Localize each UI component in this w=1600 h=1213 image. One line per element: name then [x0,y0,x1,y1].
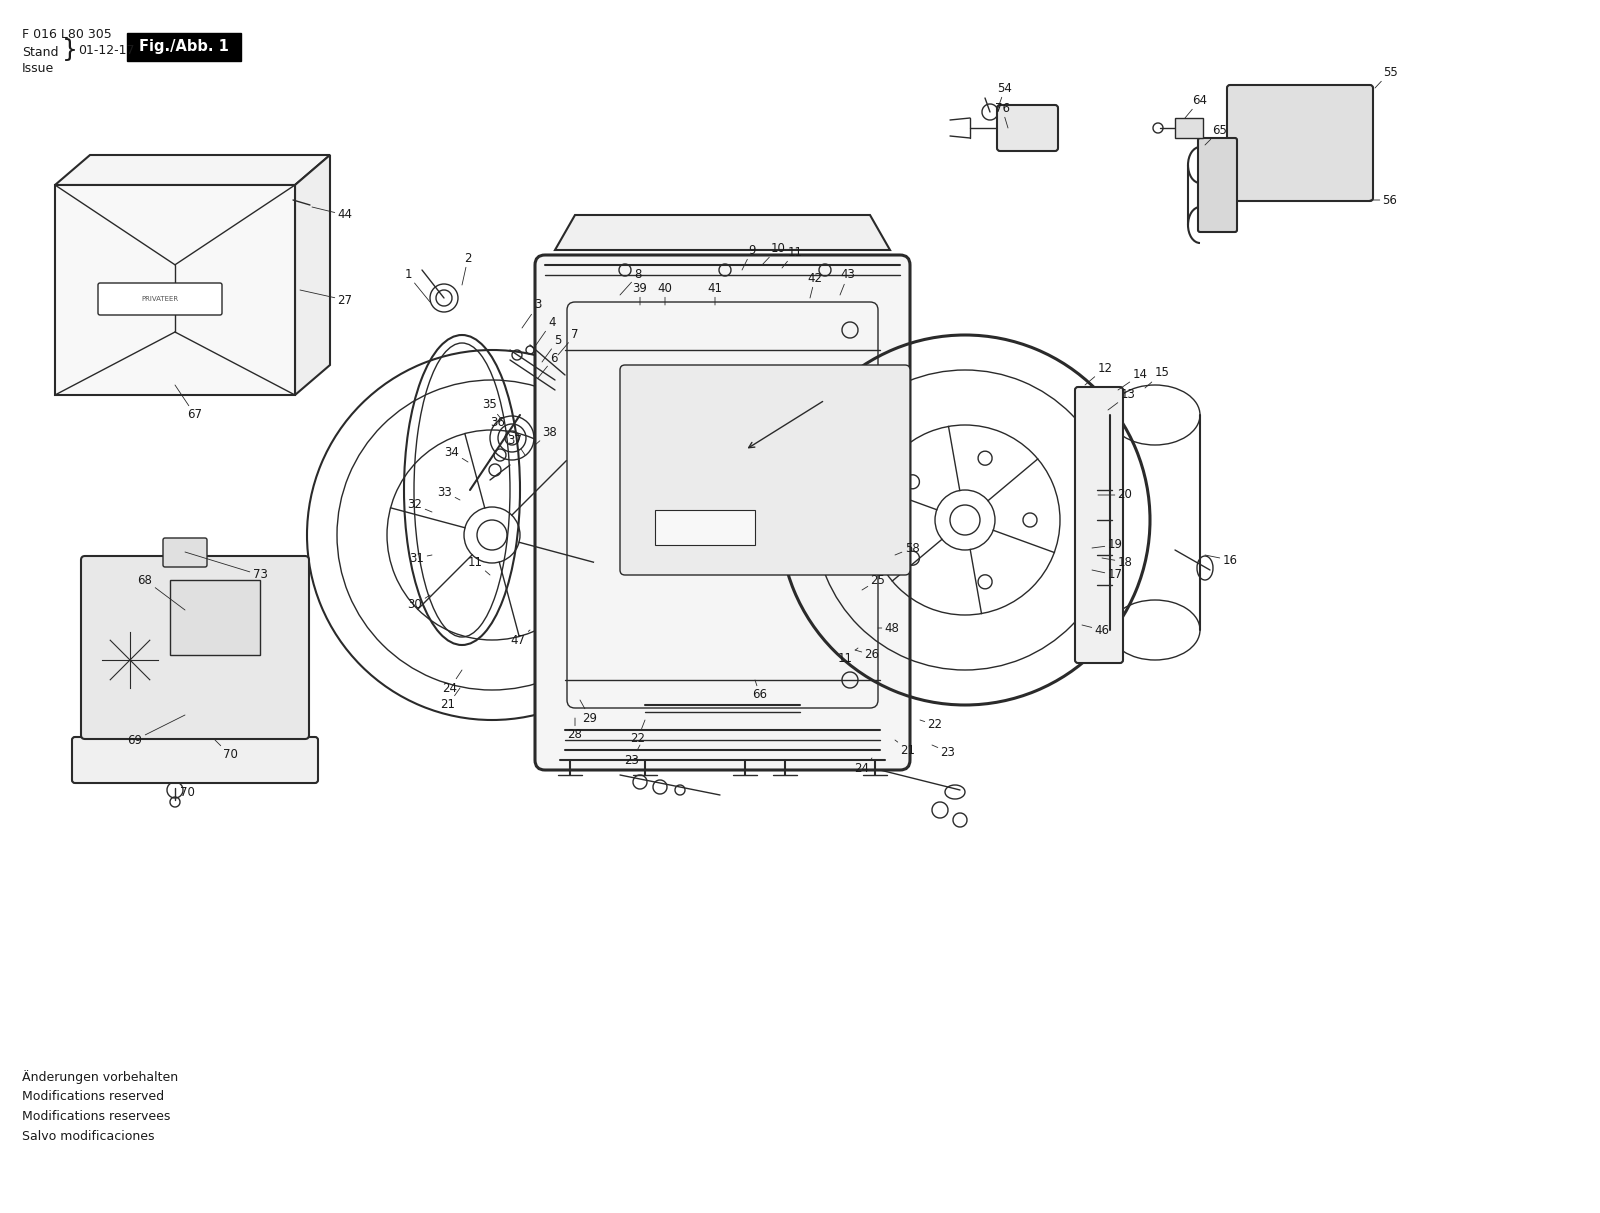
Text: Issue: Issue [22,62,54,75]
Text: 42: 42 [808,272,822,298]
Text: 39: 39 [632,281,648,304]
FancyBboxPatch shape [1227,85,1373,201]
Text: 41: 41 [707,281,723,304]
Text: 69: 69 [128,714,186,746]
Text: 21: 21 [440,688,461,712]
Text: 47: 47 [510,630,530,647]
FancyBboxPatch shape [1075,387,1123,664]
Text: }: } [62,38,78,62]
Text: 29: 29 [579,700,597,724]
Text: 27: 27 [301,290,352,307]
Text: 37: 37 [507,433,525,455]
Text: 21: 21 [894,740,915,757]
Text: 1: 1 [405,268,430,302]
Text: 25: 25 [862,574,885,590]
Text: 8: 8 [621,268,642,295]
Text: 23: 23 [931,745,955,758]
Text: 33: 33 [438,485,461,500]
Text: 20: 20 [1098,489,1133,501]
Text: 9: 9 [742,244,755,270]
Text: 01-12-17: 01-12-17 [78,44,134,57]
FancyBboxPatch shape [163,539,206,566]
Text: 10: 10 [762,241,786,264]
Text: 24: 24 [443,670,462,695]
Text: 5: 5 [542,334,562,361]
Polygon shape [54,155,330,186]
Text: Stand: Stand [22,46,59,59]
Text: 18: 18 [1102,556,1133,569]
FancyBboxPatch shape [98,283,222,315]
Text: 40: 40 [658,281,672,304]
Text: 6: 6 [538,352,558,378]
Text: 38: 38 [534,426,557,445]
Text: 58: 58 [894,541,920,556]
FancyBboxPatch shape [534,255,910,770]
Text: 34: 34 [445,445,467,462]
Bar [654,509,755,545]
Text: 68: 68 [138,574,186,610]
Text: 44: 44 [312,207,352,222]
Text: 76: 76 [995,102,1010,129]
Text: 43: 43 [840,268,856,295]
Text: 73: 73 [186,552,267,581]
Text: 65: 65 [1205,124,1227,146]
Text: 19: 19 [1091,539,1123,552]
Text: 22: 22 [920,718,942,731]
Text: 14: 14 [1118,369,1147,391]
Text: 66: 66 [752,680,768,701]
Text: 11: 11 [837,648,858,665]
Text: 17: 17 [1091,569,1123,581]
Text: Modifications reservees: Modifications reservees [22,1110,170,1123]
Text: 46: 46 [1082,623,1109,637]
FancyBboxPatch shape [126,33,242,61]
FancyBboxPatch shape [1198,138,1237,232]
Text: 48: 48 [878,621,899,634]
Text: 7: 7 [558,329,579,355]
Polygon shape [294,155,330,395]
FancyBboxPatch shape [997,106,1058,150]
Text: F 016 L80 305: F 016 L80 305 [22,28,112,41]
Text: 3: 3 [522,298,542,328]
FancyBboxPatch shape [621,365,910,575]
Text: 30: 30 [408,596,430,611]
Text: 4: 4 [536,315,555,344]
Text: 32: 32 [408,499,432,512]
Text: 64: 64 [1186,93,1208,118]
Text: 56: 56 [1370,194,1397,206]
Polygon shape [54,186,294,395]
Text: 28: 28 [568,718,582,741]
Text: 67: 67 [174,385,203,421]
Text: Modifications reserved: Modifications reserved [22,1090,165,1103]
Text: 70: 70 [214,740,237,762]
Text: Änderungen vorbehalten: Änderungen vorbehalten [22,1070,178,1084]
Text: 2: 2 [462,251,472,285]
Text: 11: 11 [467,556,490,575]
FancyBboxPatch shape [72,738,318,784]
Text: 23: 23 [624,745,640,767]
Text: 24: 24 [854,758,872,774]
Text: 16: 16 [1205,553,1237,566]
Text: 12: 12 [1085,361,1112,385]
Text: PRIVATEER: PRIVATEER [141,296,179,302]
Text: 35: 35 [483,399,502,420]
Text: 70: 70 [179,786,195,799]
Text: 11: 11 [782,245,803,268]
Polygon shape [555,215,890,250]
Text: Salvo modificaciones: Salvo modificaciones [22,1131,155,1143]
Text: 31: 31 [410,552,432,564]
Bar [170,580,259,655]
Text: Fig./Abb. 1: Fig./Abb. 1 [139,40,229,55]
Text: 13: 13 [1107,388,1136,410]
Bar [1174,118,1203,138]
Text: 22: 22 [630,721,645,745]
Text: 26: 26 [854,649,880,661]
Text: 36: 36 [491,416,510,435]
FancyBboxPatch shape [82,556,309,739]
Text: 15: 15 [1146,366,1170,388]
Text: 55: 55 [1374,66,1397,89]
Text: 54: 54 [997,81,1013,108]
